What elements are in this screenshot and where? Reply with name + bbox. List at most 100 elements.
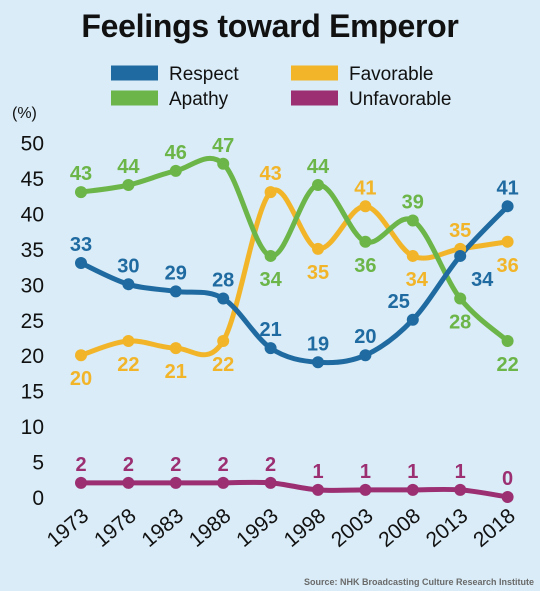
series-line-respect bbox=[78, 203, 511, 366]
data-label-apathy: 39 bbox=[402, 191, 424, 213]
data-point-respect bbox=[264, 342, 277, 355]
data-point-apathy bbox=[359, 235, 372, 248]
series-line-unfavorable bbox=[78, 479, 511, 500]
data-label-unfavorable: 2 bbox=[123, 454, 134, 476]
data-point-respect bbox=[501, 200, 514, 213]
data-point-unfavorable bbox=[122, 476, 135, 489]
series-line-favorable bbox=[78, 187, 511, 358]
y-tick-label: 20 bbox=[21, 345, 44, 368]
legend-label-unfavorable: Unfavorable bbox=[349, 89, 451, 110]
data-point-favorable bbox=[169, 342, 182, 355]
data-point-favorable bbox=[217, 335, 230, 348]
data-point-respect bbox=[169, 285, 182, 298]
data-label-unfavorable: 1 bbox=[312, 461, 323, 483]
data-point-apathy bbox=[406, 214, 419, 227]
data-point-apathy bbox=[217, 157, 230, 170]
data-label-respect: 28 bbox=[212, 269, 234, 291]
data-label-unfavorable: 0 bbox=[502, 468, 513, 490]
y-tick-label: 50 bbox=[21, 133, 44, 156]
data-point-unfavorable bbox=[406, 483, 419, 496]
data-point-favorable bbox=[501, 235, 514, 248]
data-label-favorable: 34 bbox=[406, 269, 429, 291]
data-point-unfavorable bbox=[312, 483, 324, 496]
x-tick-label: 2013 bbox=[422, 504, 473, 552]
source-note: Source: NHK Broadcasting Culture Researc… bbox=[303, 577, 534, 587]
data-label-unfavorable: 2 bbox=[170, 454, 181, 476]
legend-label-respect: Respect bbox=[169, 64, 239, 85]
data-label-favorable: 22 bbox=[117, 354, 139, 376]
data-point-unfavorable bbox=[217, 476, 230, 489]
y-tick-label: 10 bbox=[21, 416, 44, 439]
y-axis-unit-label: (%) bbox=[12, 105, 37, 122]
data-label-unfavorable: 1 bbox=[407, 461, 418, 483]
x-tick-label: 2018 bbox=[469, 504, 520, 552]
data-point-respect bbox=[75, 257, 87, 270]
data-point-favorable bbox=[75, 349, 87, 362]
data-point-unfavorable bbox=[454, 483, 467, 496]
x-tick-label: 2003 bbox=[327, 504, 378, 552]
y-tick-label: 0 bbox=[32, 487, 44, 510]
data-point-apathy bbox=[264, 249, 277, 262]
data-point-unfavorable bbox=[75, 476, 87, 489]
data-label-unfavorable: 1 bbox=[455, 461, 466, 483]
data-label-favorable: 22 bbox=[212, 354, 234, 376]
data-point-unfavorable bbox=[501, 491, 514, 503]
legend-label-favorable: Favorable bbox=[349, 64, 434, 85]
data-point-apathy bbox=[312, 179, 324, 192]
data-label-unfavorable: 2 bbox=[75, 454, 86, 476]
data-point-respect bbox=[359, 349, 372, 362]
data-label-unfavorable: 2 bbox=[218, 454, 229, 476]
y-tick-label: 45 bbox=[21, 168, 44, 191]
x-tick-label: 1978 bbox=[90, 504, 141, 552]
data-label-unfavorable: 2 bbox=[265, 454, 276, 476]
y-tick-label: 40 bbox=[21, 203, 44, 226]
data-label-favorable: 43 bbox=[259, 163, 281, 185]
data-point-apathy bbox=[169, 164, 182, 177]
data-label-unfavorable: 1 bbox=[360, 461, 371, 483]
chart-title: Feelings toward Emperor bbox=[81, 8, 459, 44]
y-tick-label: 15 bbox=[21, 381, 44, 404]
data-point-unfavorable bbox=[169, 476, 182, 489]
x-tick-label: 1988 bbox=[185, 504, 236, 552]
y-tick-label: 25 bbox=[21, 310, 44, 333]
y-tick-label: 5 bbox=[32, 452, 44, 475]
data-label-respect: 33 bbox=[70, 234, 92, 256]
data-label-favorable: 35 bbox=[449, 220, 471, 242]
data-label-apathy: 44 bbox=[117, 156, 140, 178]
data-label-favorable: 21 bbox=[165, 361, 187, 383]
data-point-respect bbox=[217, 292, 230, 305]
data-label-respect: 19 bbox=[307, 333, 329, 355]
legend-label-apathy: Apathy bbox=[169, 89, 229, 110]
data-point-respect bbox=[312, 356, 324, 369]
data-label-favorable: 41 bbox=[354, 177, 376, 199]
data-label-apathy: 44 bbox=[307, 156, 330, 178]
data-label-apathy: 47 bbox=[212, 135, 234, 157]
data-point-favorable bbox=[359, 200, 372, 213]
data-point-apathy bbox=[75, 186, 87, 199]
data-label-apathy: 34 bbox=[259, 269, 282, 291]
data-label-apathy: 36 bbox=[354, 255, 376, 277]
data-point-favorable bbox=[312, 242, 324, 255]
data-point-respect bbox=[122, 278, 135, 291]
data-label-respect: 21 bbox=[259, 319, 281, 341]
data-label-respect: 25 bbox=[388, 291, 410, 313]
data-label-respect: 20 bbox=[354, 326, 376, 348]
data-label-respect: 29 bbox=[165, 262, 187, 284]
data-point-favorable bbox=[406, 249, 419, 262]
data-point-unfavorable bbox=[264, 476, 277, 489]
y-tick-label: 35 bbox=[21, 239, 44, 262]
x-tick-label: 1998 bbox=[280, 504, 331, 552]
y-tick-label: 30 bbox=[21, 274, 44, 297]
data-label-apathy: 43 bbox=[70, 163, 92, 185]
x-tick-label: 1983 bbox=[137, 504, 188, 552]
x-tick-label: 2008 bbox=[374, 504, 425, 552]
series-line-apathy bbox=[78, 155, 511, 344]
data-point-unfavorable bbox=[359, 483, 372, 496]
data-point-apathy bbox=[122, 179, 135, 192]
data-label-apathy: 28 bbox=[449, 311, 471, 333]
data-label-favorable: 20 bbox=[70, 368, 92, 390]
data-point-favorable bbox=[264, 186, 277, 199]
data-label-respect: 34 bbox=[471, 269, 494, 291]
data-point-respect bbox=[406, 313, 419, 326]
